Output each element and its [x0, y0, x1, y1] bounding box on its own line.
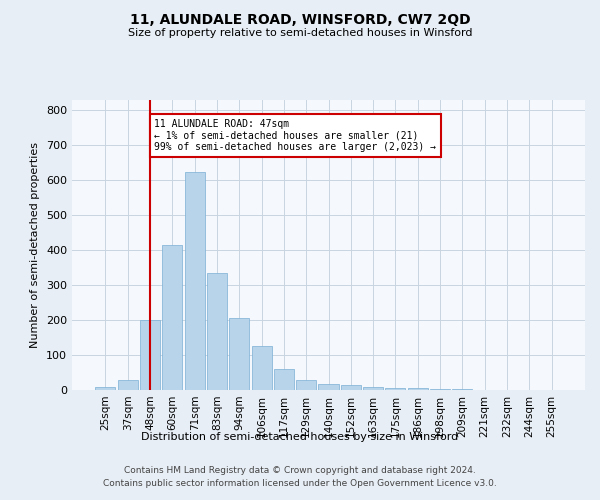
Text: Distribution of semi-detached houses by size in Winsford: Distribution of semi-detached houses by …: [142, 432, 458, 442]
Bar: [341, 385, 361, 390]
Bar: [229, 318, 249, 390]
Bar: [274, 369, 294, 390]
Text: 11, ALUNDALE ROAD, WINSFORD, CW7 2QD: 11, ALUNDALE ROAD, WINSFORD, CW7 2QD: [130, 12, 470, 26]
Bar: [385, 388, 406, 390]
Bar: [408, 388, 428, 390]
Text: Contains public sector information licensed under the Open Government Licence v3: Contains public sector information licen…: [103, 478, 497, 488]
Bar: [95, 386, 115, 390]
Bar: [162, 245, 182, 390]
Bar: [207, 273, 227, 390]
Bar: [140, 320, 160, 390]
Bar: [118, 380, 138, 390]
Bar: [251, 346, 272, 390]
Bar: [430, 389, 450, 390]
Bar: [185, 172, 205, 390]
Text: Contains HM Land Registry data © Crown copyright and database right 2024.: Contains HM Land Registry data © Crown c…: [124, 466, 476, 475]
Bar: [363, 386, 383, 390]
Text: Size of property relative to semi-detached houses in Winsford: Size of property relative to semi-detach…: [128, 28, 472, 38]
Bar: [296, 380, 316, 390]
Bar: [319, 384, 338, 390]
Y-axis label: Number of semi-detached properties: Number of semi-detached properties: [31, 142, 40, 348]
Text: 11 ALUNDALE ROAD: 47sqm
← 1% of semi-detached houses are smaller (21)
99% of sem: 11 ALUNDALE ROAD: 47sqm ← 1% of semi-det…: [154, 119, 436, 152]
